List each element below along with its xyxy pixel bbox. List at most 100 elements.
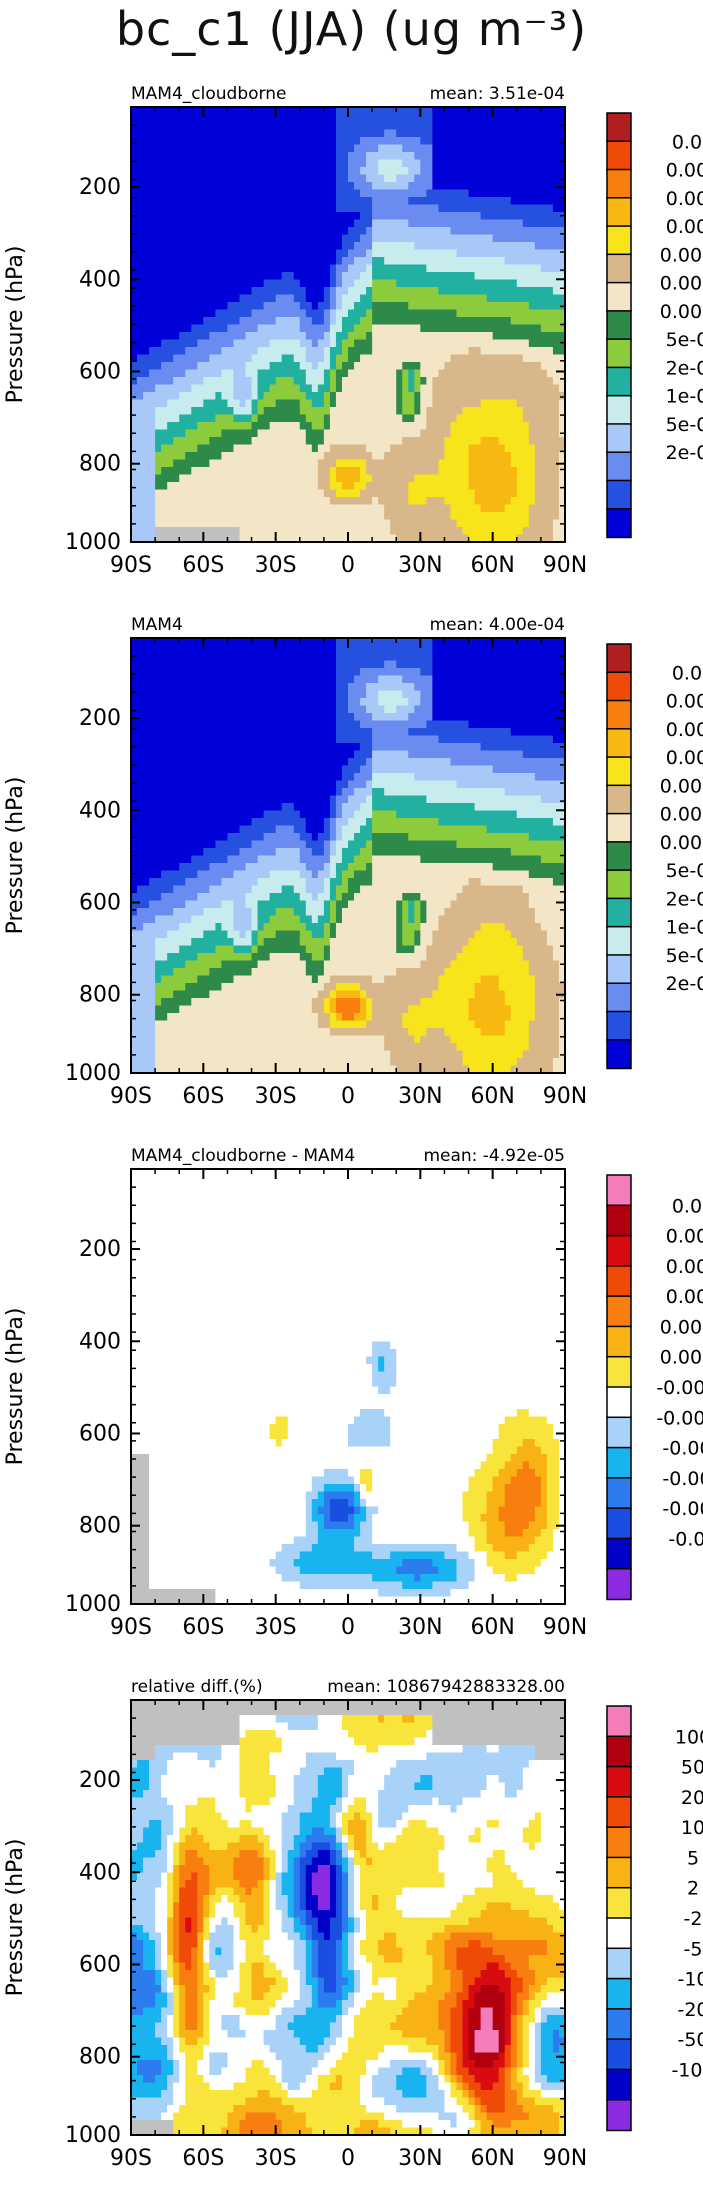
field-cell	[185, 250, 192, 258]
field-cell	[173, 212, 180, 220]
field-cell	[173, 242, 180, 250]
field-cell	[426, 220, 433, 228]
field-cell	[432, 512, 439, 520]
field-cell	[252, 295, 259, 303]
field-cell	[179, 287, 186, 295]
field-cell	[215, 512, 222, 520]
field-cell	[457, 227, 464, 235]
field-cell	[469, 325, 476, 333]
field-cell	[541, 212, 548, 220]
field-cell	[246, 175, 253, 183]
field-cell	[276, 475, 283, 483]
field-cell	[432, 122, 439, 130]
field-cell	[390, 691, 397, 699]
field-cell	[493, 415, 500, 423]
field-cell	[203, 400, 210, 408]
field-cell	[300, 355, 307, 363]
field-cell	[523, 362, 530, 370]
field-cell	[191, 497, 198, 505]
field-cell	[282, 280, 289, 288]
field-cell	[366, 668, 373, 676]
field-cell	[215, 392, 222, 400]
field-cell	[143, 430, 150, 438]
field-cell	[481, 317, 488, 325]
field-cell	[312, 683, 319, 691]
field-cell	[366, 302, 373, 310]
field-cell	[324, 370, 331, 378]
field-cell	[167, 325, 174, 333]
field-cell	[511, 460, 518, 468]
field-cell	[499, 415, 506, 423]
field-cell	[221, 242, 228, 250]
field-cell	[553, 490, 560, 498]
field-cell	[330, 355, 337, 363]
field-cell	[469, 220, 476, 228]
field-cell	[246, 197, 253, 205]
field-cell	[408, 437, 415, 445]
field-cell	[264, 347, 271, 355]
field-cell	[438, 646, 445, 654]
field-cell	[179, 212, 186, 220]
field-cell	[372, 430, 379, 438]
field-cell	[288, 668, 295, 676]
field-cell	[360, 482, 367, 490]
field-cell	[463, 280, 470, 288]
field-cell	[408, 272, 415, 280]
field-cell	[306, 445, 313, 453]
field-cell	[481, 520, 488, 528]
field-cell	[378, 646, 385, 654]
field-cell	[348, 130, 355, 138]
field-cell	[438, 287, 445, 295]
field-cell	[173, 325, 180, 333]
field-cell	[354, 167, 361, 175]
field-cell	[432, 482, 439, 490]
field-cell	[173, 190, 180, 198]
field-cell	[499, 512, 506, 520]
field-cell	[306, 355, 313, 363]
field-cell	[221, 377, 228, 385]
field-cell	[396, 257, 403, 265]
field-cell	[366, 265, 373, 273]
field-cell	[517, 661, 524, 669]
field-cell	[197, 332, 204, 340]
field-cell	[354, 317, 361, 325]
field-cell	[390, 661, 397, 669]
field-cell	[161, 280, 168, 288]
field-cell	[450, 115, 457, 123]
field-cell	[233, 505, 240, 513]
field-cell	[553, 152, 560, 160]
field-cell	[318, 646, 325, 654]
field-cell	[312, 475, 319, 483]
field-cell	[378, 115, 385, 123]
field-cell	[372, 205, 379, 213]
field-cell	[499, 145, 506, 153]
field-cell	[227, 676, 234, 684]
field-cell	[408, 355, 415, 363]
field-cell	[408, 332, 415, 340]
field-cell	[426, 160, 433, 168]
field-cell	[348, 512, 355, 520]
field-cell	[511, 235, 518, 243]
field-cell	[438, 122, 445, 130]
field-cell	[481, 505, 488, 513]
field-cell	[137, 152, 144, 160]
field-cell	[288, 145, 295, 153]
field-cell	[414, 400, 421, 408]
field-cell	[312, 430, 319, 438]
field-cell	[529, 340, 536, 348]
field-cell	[499, 437, 506, 445]
field-cell	[155, 505, 162, 513]
field-cell	[450, 512, 457, 520]
field-cell	[354, 452, 361, 460]
field-cell	[185, 190, 192, 198]
field-cell	[318, 197, 325, 205]
field-cell	[372, 653, 379, 661]
field-cell	[384, 415, 391, 423]
field-cell	[366, 340, 373, 348]
field-cell	[529, 646, 536, 654]
field-cell	[420, 302, 427, 310]
field-cell	[215, 460, 222, 468]
field-cell	[137, 220, 144, 228]
field-cell	[499, 370, 506, 378]
field-cell	[306, 392, 313, 400]
